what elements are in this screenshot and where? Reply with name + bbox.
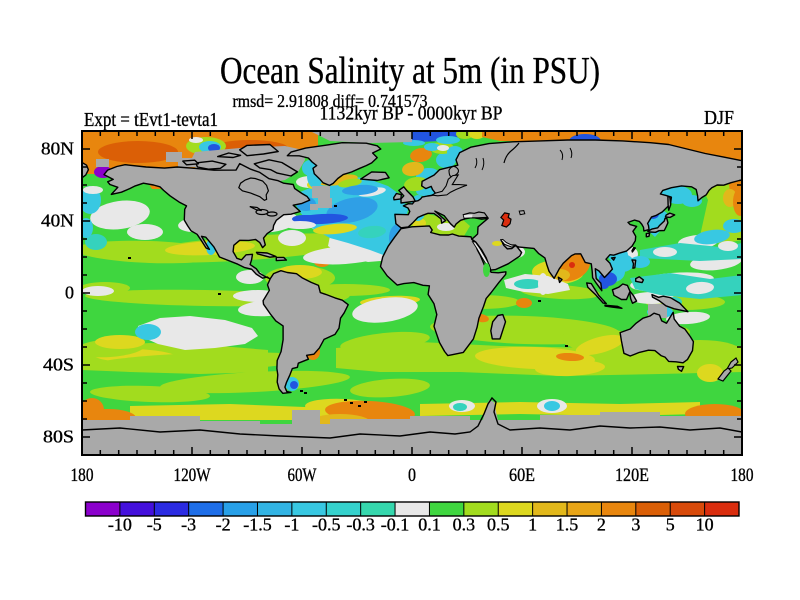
svg-text:-0.3: -0.3	[346, 515, 375, 535]
svg-text:40S: 40S	[43, 355, 74, 375]
svg-text:180: 180	[731, 465, 754, 486]
svg-text:120E: 120E	[615, 465, 649, 486]
svg-text:80N: 80N	[41, 139, 74, 159]
svg-text:-0.5: -0.5	[312, 515, 341, 535]
svg-text:120W: 120W	[174, 465, 211, 486]
svg-text:180: 180	[71, 465, 94, 486]
svg-text:2: 2	[597, 515, 606, 535]
svg-text:0: 0	[408, 465, 416, 486]
svg-text:60W: 60W	[288, 465, 317, 486]
svg-text:DJF: DJF	[704, 107, 734, 129]
svg-text:5: 5	[666, 515, 675, 535]
svg-text:0: 0	[65, 283, 74, 303]
svg-text:0.1: 0.1	[418, 515, 441, 535]
svg-text:1.5: 1.5	[556, 515, 579, 535]
svg-text:1132kyr BP - 0000kyr BP: 1132kyr BP - 0000kyr BP	[320, 103, 503, 125]
svg-text:10: 10	[696, 515, 714, 535]
svg-text:-1.5: -1.5	[243, 515, 272, 535]
svg-text:-3: -3	[181, 515, 196, 535]
svg-text:0.5: 0.5	[487, 515, 510, 535]
svg-text:-1: -1	[284, 515, 299, 535]
svg-text:40N: 40N	[41, 211, 74, 231]
svg-text:1: 1	[528, 515, 537, 535]
svg-text:80S: 80S	[43, 427, 74, 447]
svg-text:3: 3	[631, 515, 640, 535]
svg-text:-2: -2	[216, 515, 231, 535]
svg-text:-0.1: -0.1	[381, 515, 410, 535]
svg-text:-5: -5	[147, 515, 162, 535]
svg-text:60E: 60E	[509, 465, 535, 486]
svg-text:Expt = tEvt1-tevta1: Expt = tEvt1-tevta1	[84, 109, 218, 131]
svg-text:rmsd= 2.91808 diff= 0.741573: rmsd= 2.91808 diff= 0.741573	[233, 91, 428, 111]
svg-text:0.3: 0.3	[453, 515, 476, 535]
svg-text:-10: -10	[108, 515, 132, 535]
svg-text:Ocean Salinity at 5m (in PSU): Ocean Salinity at 5m (in PSU)	[220, 50, 600, 92]
